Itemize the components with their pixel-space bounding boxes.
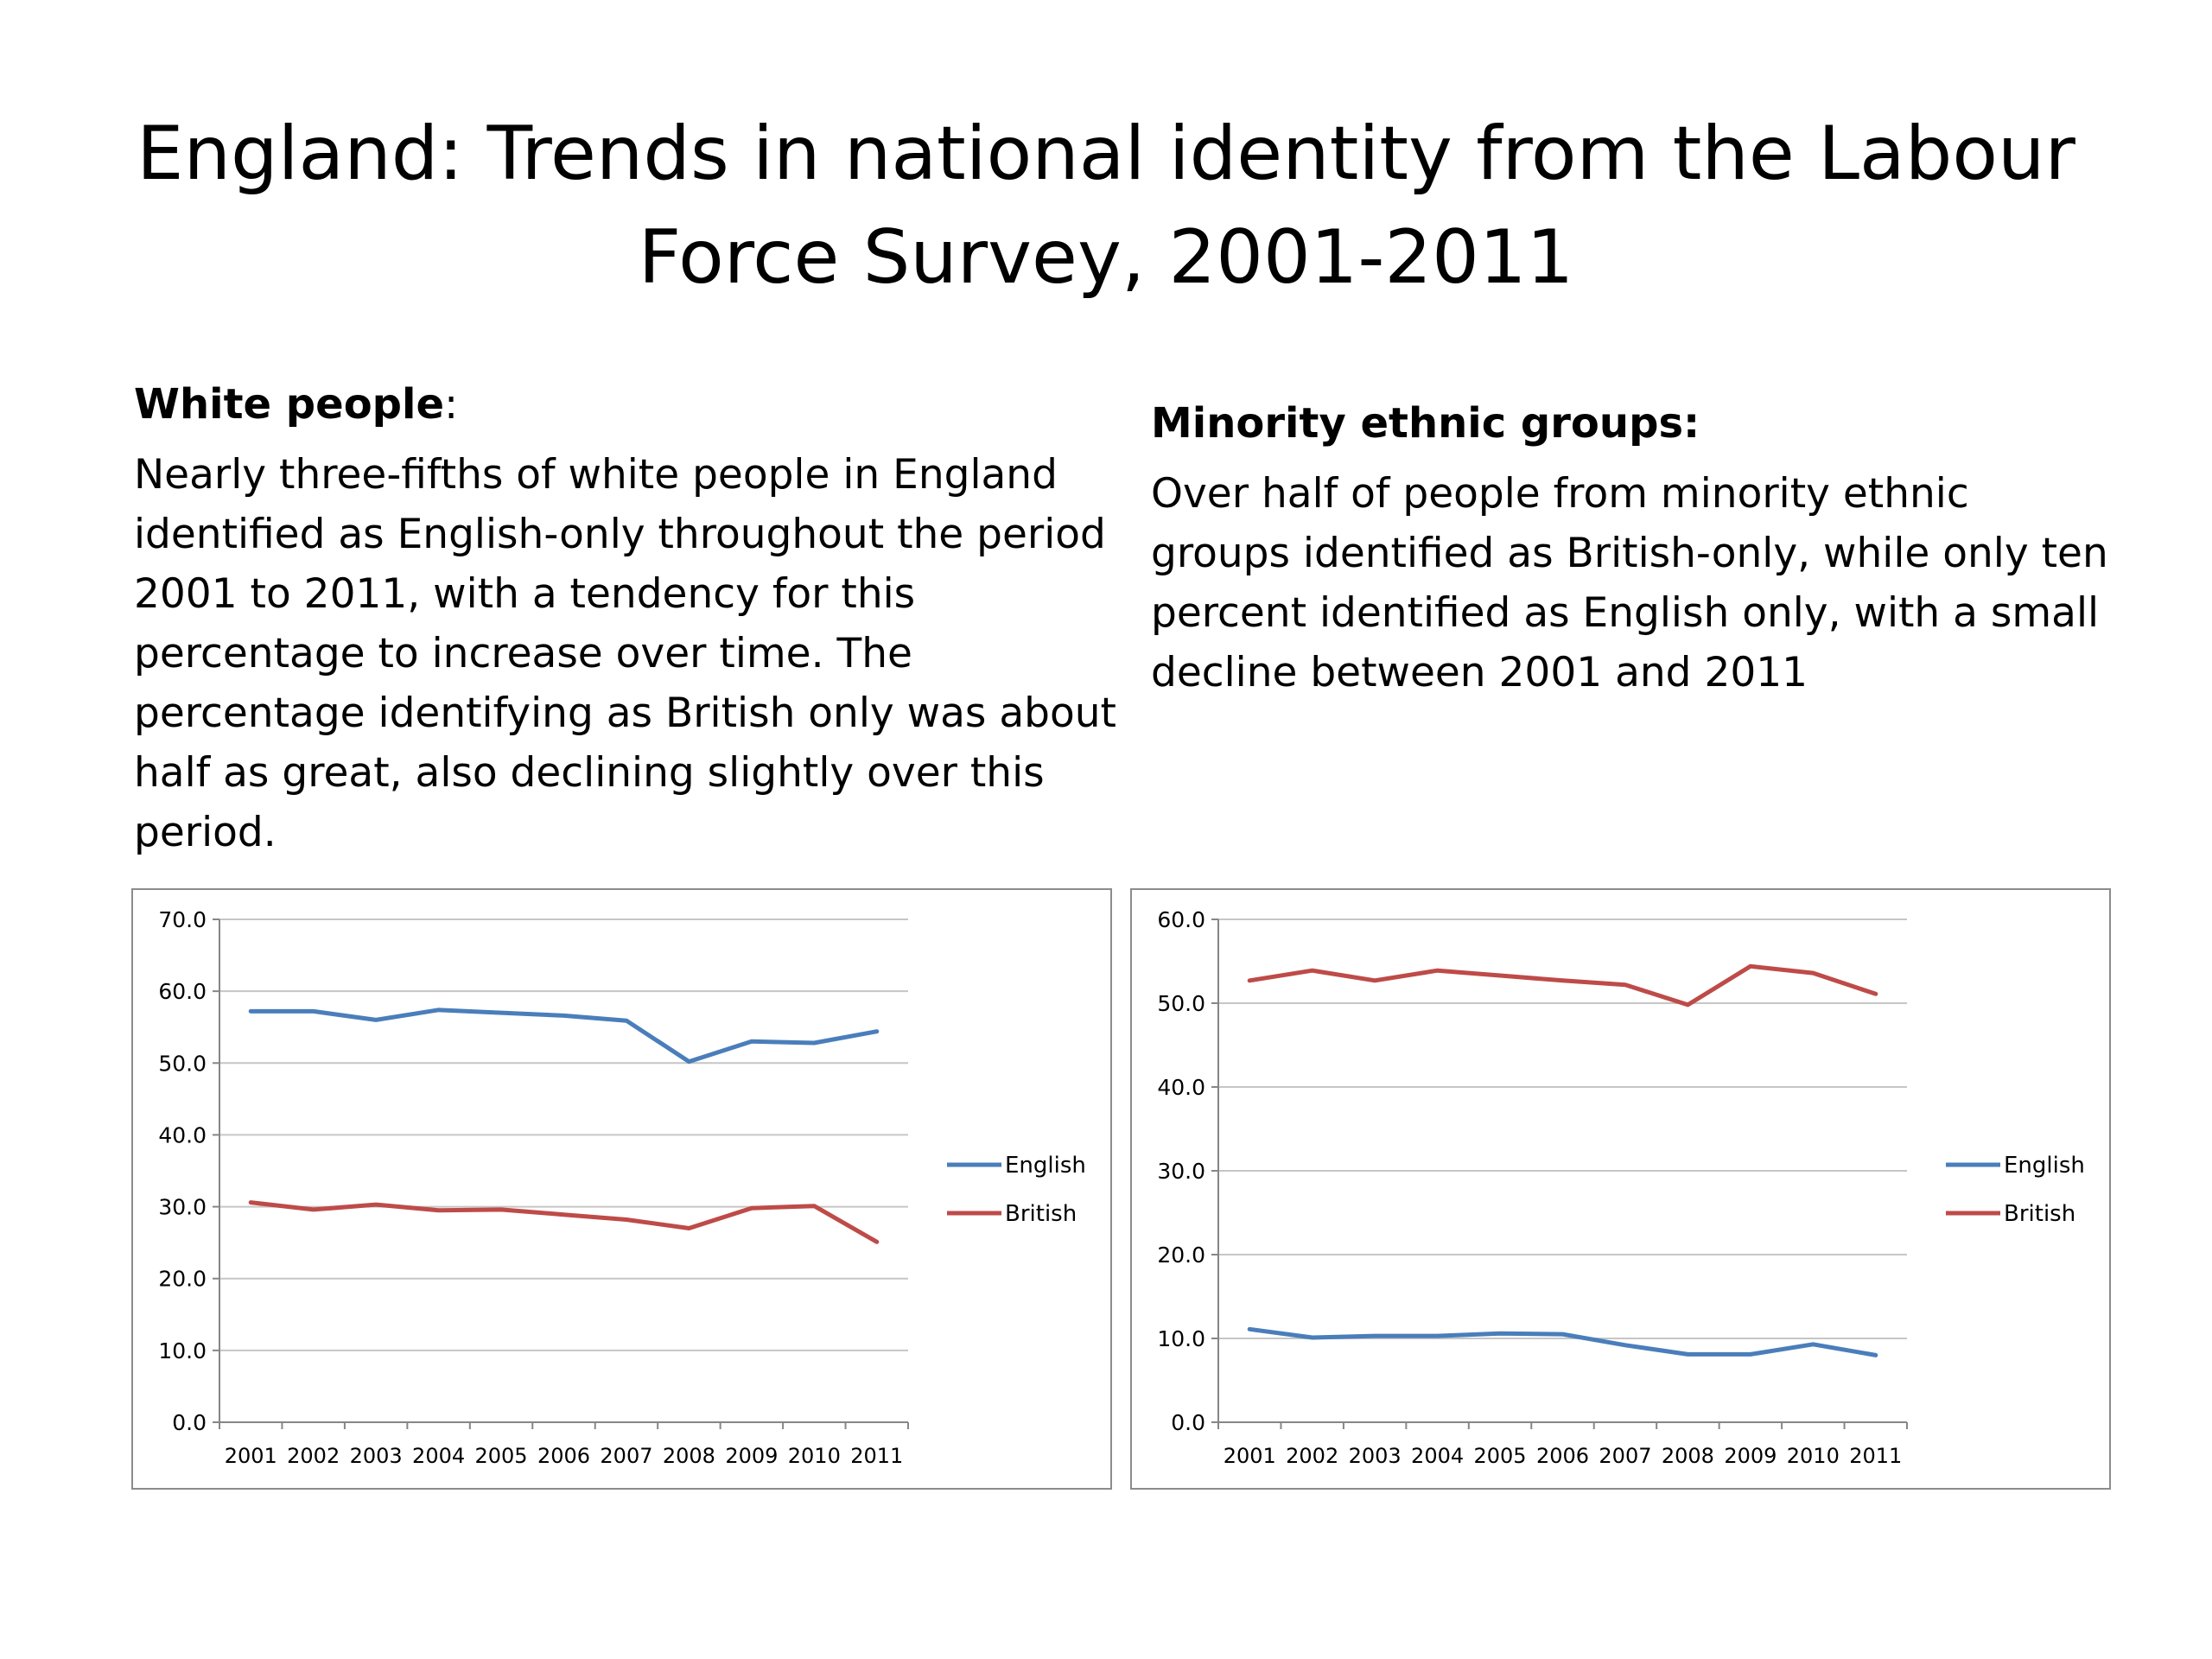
white-people-heading-colon: : — [444, 380, 459, 429]
white-people-chart-series-english-line — [248, 1007, 880, 1065]
minority-ethnic-chart-series-english-line — [1247, 1326, 1878, 1357]
white-people-heading-text: White people — [134, 380, 445, 429]
white-people-chart-x-tick-label: 2008 — [663, 1444, 715, 1468]
minority-ethnic-chart-y-tick-label: 30.0 — [1157, 1159, 1205, 1184]
white-people-chart-x-tick-label: 2002 — [287, 1444, 340, 1468]
minority-ethnic-chart-y-tick-label: 0.0 — [1171, 1410, 1205, 1435]
minority-ethnic-chart-x-tick-label: 2003 — [1349, 1444, 1402, 1468]
minority-ethnic-chart-x-tick-label: 2004 — [1411, 1444, 1464, 1468]
white-people-chart-x-tick-label: 2005 — [475, 1444, 528, 1468]
white-people-chart-x-tick-label: 2004 — [412, 1444, 465, 1468]
white-people-chart-legend-english-label: English — [1005, 1153, 1086, 1179]
minority-ethnic-chart-x-tick-label: 2007 — [1599, 1444, 1651, 1468]
minority-ethnic-chart-legend-english-label: English — [2004, 1153, 2085, 1179]
minority-ethnic-chart-y-tick-label: 10.0 — [1157, 1326, 1205, 1351]
minority-ethnic-heading: Minority ethnic groups: — [1151, 399, 1700, 448]
minority-ethnic-chart-legend-british-label: British — [2004, 1201, 2075, 1227]
minority-ethnic-chart-x-tick-label: 2008 — [1662, 1444, 1714, 1468]
minority-ethnic-chart-y-tick-label: 20.0 — [1157, 1243, 1205, 1268]
minority-ethnic-chart-y-tick-label: 60.0 — [1157, 907, 1205, 932]
minority-ethnic-chart-series-british-line — [1247, 963, 1878, 1007]
white-people-chart-x-tick-label: 2010 — [788, 1444, 841, 1468]
minority-ethnic-chart-x-tick-label: 2010 — [1787, 1444, 1840, 1468]
white-people-chart-x-tick-label: 2006 — [537, 1444, 590, 1468]
white-people-chart-x-tick-label: 2009 — [725, 1444, 778, 1468]
white-people-chart-x-tick-label: 2001 — [225, 1444, 277, 1468]
white-people-chart-y-tick-label: 20.0 — [158, 1267, 207, 1292]
white-people-chart-y-tick-label: 0.0 — [172, 1410, 207, 1435]
white-people-description: Nearly three-fifths of white people in E… — [134, 451, 1116, 856]
white-people-chart-y-tick-label: 50.0 — [158, 1051, 207, 1076]
white-people-chart-svg: 0.0 10.0 20.0 30.0 40.0 50.0 60.0 70.0 2001 2002 2… — [158, 907, 1086, 1468]
white-people-heading: White people: — [134, 377, 1119, 432]
minority-ethnic-chart-y-tick-label: 50.0 — [1157, 991, 1205, 1016]
minority-ethnic-chart-svg: 0.0 10.0 20.0 30.0 40.0 50.0 60.0 2001 2002 2003 2… — [1157, 907, 2085, 1468]
white-people-chart-x-tick-label: 2011 — [850, 1444, 903, 1468]
minority-ethnic-chart-x-tick-label: 2011 — [1849, 1444, 1902, 1468]
minority-ethnic-chart-y-tick-label: 40.0 — [1157, 1075, 1205, 1100]
minority-ethnic-chart: 0.0 10.0 20.0 30.0 40.0 50.0 60.0 2001 2002 2003 2… — [1130, 888, 2111, 1490]
minority-ethnic-chart-x-tick-label: 2002 — [1286, 1444, 1338, 1468]
slide-title: England: Trends in national identity fro… — [137, 111, 2075, 301]
white-people-chart-y-tick-label: 30.0 — [158, 1195, 207, 1220]
white-people-chart-y-tick-label: 70.0 — [158, 907, 207, 932]
minority-ethnic-chart-x-tick-label: 2001 — [1224, 1444, 1276, 1468]
white-people-chart: 0.0 10.0 20.0 30.0 40.0 50.0 60.0 70.0 2001 2002 2… — [131, 888, 1112, 1490]
white-people-chart-y-tick-label: 40.0 — [158, 1122, 207, 1147]
white-people-chart-x-tick-label: 2007 — [600, 1444, 652, 1468]
white-people-chart-y-tick-label: 60.0 — [158, 979, 207, 1004]
white-people-chart-series-british-line — [248, 1200, 880, 1244]
minority-ethnic-chart-x-tick-label: 2009 — [1724, 1444, 1777, 1468]
minority-ethnic-chart-x-tick-label: 2006 — [1536, 1444, 1589, 1468]
minority-ethnic-description: Over half of people from minority ethnic… — [1151, 470, 2108, 696]
white-people-chart-x-tick-label: 2003 — [350, 1444, 403, 1468]
white-people-chart-legend-british-label: British — [1005, 1201, 1077, 1227]
minority-ethnic-chart-x-tick-label: 2005 — [1474, 1444, 1527, 1468]
white-people-chart-y-tick-label: 10.0 — [158, 1338, 207, 1363]
